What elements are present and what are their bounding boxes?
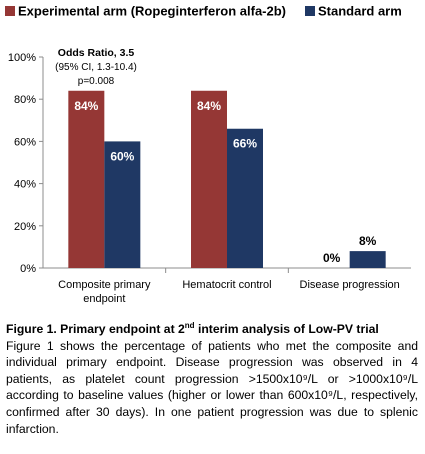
odds-ratio-annotation: Odds Ratio, 3.5 (95% CI, 1.3-10.4) p=0.0…: [55, 47, 137, 87]
bar-value-label: 66%: [233, 137, 257, 151]
bar-value-label: 60%: [110, 149, 134, 163]
y-tick-label: 20%: [14, 221, 36, 233]
bar: [349, 251, 386, 268]
x-category-label: endpoint: [83, 293, 125, 305]
y-tick-label: 60%: [14, 136, 36, 148]
caption-title-suffix: interim analysis of Low-PV trial: [194, 322, 379, 336]
category-labels: Composite primary endpoint Hematocrit cont…: [58, 268, 400, 305]
bar: [68, 90, 105, 268]
figure-caption: Figure 1. Primary endpoint at 2nd interi…: [6, 321, 418, 437]
x-category-label: Disease progression: [300, 279, 400, 291]
bar-value-label: 8%: [359, 234, 377, 248]
bar: [227, 128, 263, 268]
odds-ratio-pvalue: p=0.008: [78, 76, 115, 87]
bar-value-label: 0%: [323, 251, 341, 265]
bar: [104, 141, 141, 268]
caption-title-sup: nd: [184, 321, 195, 330]
bars: 84% 60% 84% 66% 0% 8%: [68, 90, 386, 268]
caption-title-prefix: Figure 1. Primary endpoint at 2: [6, 322, 185, 336]
legend-label-standard: Standard arm: [318, 4, 402, 19]
legend-swatch-standard: [305, 6, 315, 16]
x-category-label: Composite primary: [58, 279, 151, 291]
y-tick-label: 80%: [14, 94, 36, 106]
caption-title: Figure 1. Primary endpoint at 2nd interi…: [6, 321, 418, 338]
caption-body: Figure 1 shows the percentage of patient…: [6, 338, 418, 436]
x-category-label: Hematocrit control: [182, 279, 271, 291]
y-axis-ticks: 0% 20% 40% 60% 80% 100%: [8, 52, 43, 275]
bar-value-label: 84%: [197, 99, 221, 113]
y-tick-label: 40%: [14, 179, 36, 191]
legend: Experimental arm (Ropeginterferon alfa-2…: [5, 4, 402, 19]
legend-label-experimental: Experimental arm (Ropeginterferon alfa-2…: [18, 4, 286, 19]
odds-ratio-ci: (95% CI, 1.3-10.4): [55, 62, 137, 73]
y-tick-label: 0%: [20, 263, 36, 275]
bar-value-label: 84%: [74, 99, 98, 113]
y-tick-label: 100%: [8, 52, 36, 64]
bar: [191, 90, 227, 268]
odds-ratio-title: Odds Ratio, 3.5: [58, 47, 135, 59]
bar-chart: Experimental arm (Ropeginterferon alfa-2…: [5, 4, 411, 305]
legend-swatch-experimental: [5, 6, 15, 16]
